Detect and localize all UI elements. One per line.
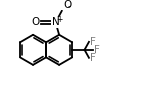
Text: O: O (63, 0, 71, 10)
Text: F: F (90, 37, 96, 47)
Text: +: + (56, 15, 63, 24)
Text: N: N (52, 17, 59, 27)
Text: -: - (68, 2, 71, 11)
Text: O: O (32, 17, 40, 27)
Text: F: F (90, 53, 96, 63)
Text: F: F (94, 45, 100, 55)
